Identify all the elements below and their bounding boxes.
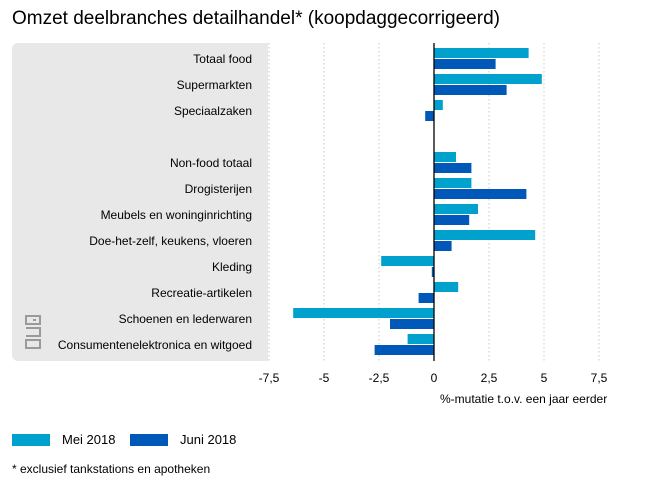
bar-mei-5: [434, 178, 472, 188]
x-tick-label: 5: [541, 371, 548, 385]
legend-item-mei-2018: Mei 2018: [12, 432, 115, 447]
x-tick-label: 7,5: [591, 371, 608, 385]
bar-juni-8: [431, 267, 434, 277]
x-tick-labels: -7,5 -5 -2,5 0 2,5 5 7,5: [259, 371, 608, 385]
category-label: Recreatie-artikelen: [151, 286, 252, 300]
bar-mei-11: [407, 334, 434, 344]
legend-label-juni-2018: Juni 2018: [180, 432, 237, 447]
gridlines: [268, 43, 600, 361]
bar-mei-2: [434, 100, 443, 110]
bar-mei-6: [434, 204, 478, 214]
footnote: * exclusief tankstations en apotheken: [12, 462, 211, 476]
bar-juni-0: [434, 59, 496, 69]
bar-mei-4: [434, 152, 456, 162]
x-tick-label: -2,5: [369, 371, 390, 385]
bar-mei-9: [434, 282, 459, 292]
bar-chart: Totaal food Supermarkten Speciaalzaken Non-…: [12, 43, 640, 385]
category-label: Consumentenelektronica en witgoed: [58, 338, 252, 352]
legend-swatch-mei-2018: [12, 433, 50, 446]
legend-swatch-juni-2018: [130, 433, 168, 446]
category-labels: Totaal food Supermarkten Speciaalzaken Non-…: [58, 52, 252, 352]
legend-label-mei-2018: Mei 2018: [62, 432, 116, 447]
bar-juni-1: [434, 85, 507, 95]
x-tick-label: -7,5: [259, 371, 280, 385]
chart-title: Omzet deelbranches detailhandel* (koopda…: [12, 8, 500, 29]
bar-juni-5: [434, 189, 527, 199]
category-label: Non-food totaal: [170, 156, 252, 170]
legend-item-juni-2018: Juni 2018: [130, 432, 236, 447]
category-label: Meubels en woninginrichting: [101, 208, 252, 222]
x-axis-label: %-mutatie t.o.v. een jaar eerder: [440, 392, 608, 406]
bar-juni-9: [418, 293, 434, 303]
bar-mei-8: [381, 256, 434, 266]
bar-mei-0: [434, 48, 529, 58]
category-label: Schoenen en lederwaren: [119, 312, 252, 326]
bar-juni-11: [374, 345, 434, 355]
bar-juni-4: [434, 163, 472, 173]
bar-mei-10: [293, 308, 434, 318]
category-label: Drogisterijen: [185, 182, 252, 196]
category-label: Speciaalzaken: [174, 104, 252, 118]
category-label: Kleding: [212, 260, 252, 274]
x-tick-label: -5: [319, 371, 330, 385]
bar-mei-1: [434, 74, 542, 84]
category-label: Supermarkten: [177, 78, 252, 92]
bar-juni-6: [434, 215, 470, 225]
bar-juni-7: [434, 241, 452, 251]
bar-juni-10: [390, 319, 434, 329]
x-tick-label: 0: [431, 371, 438, 385]
x-tick-label: 2,5: [481, 371, 498, 385]
bar-juni-2: [425, 111, 434, 121]
cbs-logo-icon: [25, 315, 41, 349]
bar-mei-7: [434, 230, 536, 240]
category-label: Doe-het-zelf, keukens, vloeren: [89, 234, 252, 248]
bars: [293, 48, 542, 355]
category-label: Totaal food: [193, 52, 252, 66]
